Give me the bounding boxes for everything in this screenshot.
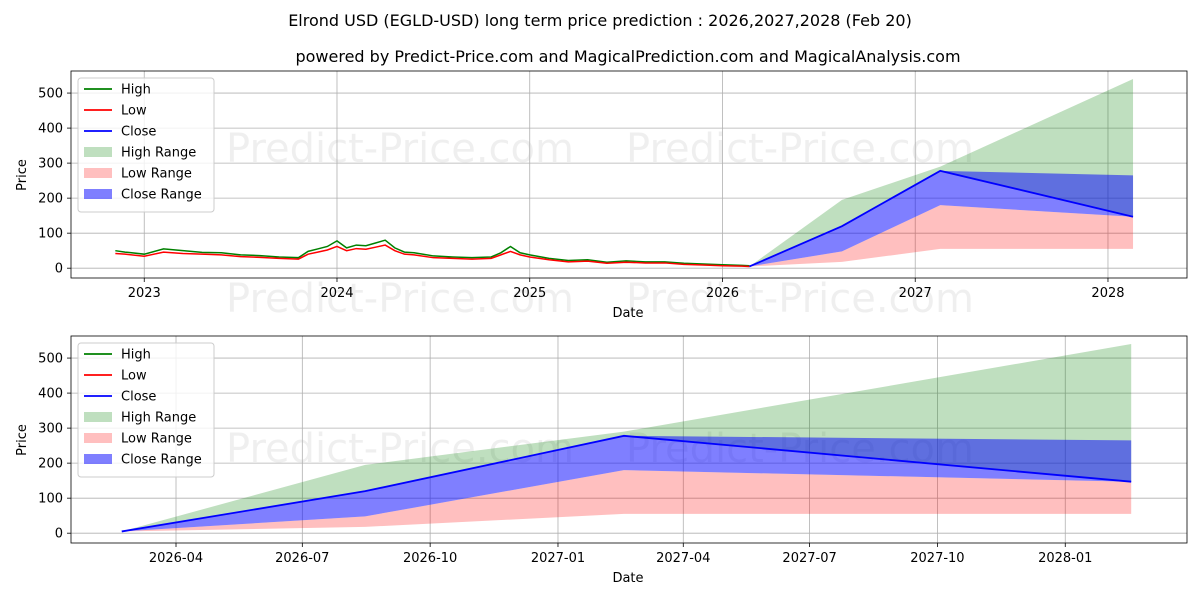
y-tick-label: 100 [38, 227, 63, 242]
x-tick-label: 2026-10 [403, 551, 457, 566]
legend-box [77, 342, 215, 478]
x-tick-label: 2027-07 [782, 551, 836, 566]
y-tick-label: 500 [38, 87, 63, 102]
watermark-text: Predict-Price.com [226, 276, 574, 322]
legend-label: High Range [121, 411, 196, 426]
plot-frame [70, 335, 1188, 544]
price-lines [121, 434, 1132, 533]
y-axis-label: Price [15, 159, 30, 191]
x-tick-label: 2026-04 [149, 551, 203, 566]
x-tick-label: 2025 [513, 286, 546, 301]
y-tick-label: 300 [38, 157, 63, 172]
legend-label: Close Range [121, 188, 202, 203]
x-tick-label: 2027 [899, 286, 932, 301]
y-tick-label: 300 [38, 422, 63, 437]
x-tick-label: 2023 [128, 286, 161, 301]
x-tick-label: 2027-01 [531, 551, 585, 566]
legend-swatch [84, 189, 112, 199]
high-price-line [115, 239, 750, 267]
close-forecast-line [749, 169, 1134, 268]
chart-subtitle: powered by Predict-Price.com and Magical… [295, 47, 960, 66]
low-range-area [749, 205, 1134, 267]
x-tick-label: 2028-01 [1038, 551, 1092, 566]
x-axis-label: Date [612, 306, 643, 321]
x-tick-label: 2024 [320, 286, 353, 301]
chart-title: Elrond USD (EGLD-USD) long term price pr… [288, 11, 912, 30]
low-price-line [115, 244, 750, 268]
x-axis-label: Date [612, 571, 643, 586]
legend-label: Low [121, 104, 147, 119]
legend-label: High [121, 348, 151, 363]
legend-label: Close [121, 125, 156, 140]
y-tick-label: 100 [38, 492, 63, 507]
y-tick-label: 500 [38, 352, 63, 367]
plot-frame [70, 70, 1188, 279]
y-tick-label: 0 [55, 262, 63, 277]
price-lines [115, 169, 1134, 268]
high-range-area [121, 344, 1132, 532]
axis-ticks: 2026-04 2026-07 2026-10 2027-01 2027-04 2027-… [38, 352, 1092, 566]
y-tick-label: 400 [38, 387, 63, 402]
watermark-text: Predict-Price.com [626, 126, 974, 172]
legend-swatch [84, 433, 112, 443]
watermark-text: Predict-Price.com [626, 276, 974, 322]
x-tick-label: 2028 [1091, 286, 1124, 301]
close-forecast-line [121, 434, 1132, 533]
x-tick-label: 2027-04 [656, 551, 710, 566]
grid-layer [71, 336, 1187, 543]
legend-label: Close [121, 390, 156, 405]
legend-label: High [121, 83, 151, 98]
watermark-layer: Predict-Price.com Predict-Price.com Pred… [226, 126, 974, 322]
top-chart-panel: Predict-Price.com Predict-Price.com Pred… [15, 70, 1188, 322]
grid-layer [71, 71, 1187, 278]
legend-label: Low [121, 369, 147, 384]
y-tick-label: 200 [38, 457, 63, 472]
legend-swatch [84, 147, 112, 157]
legend-label: Low Range [121, 167, 192, 182]
bottom-chart-panel: Predict-Price.com Predict-Price.com 2026… [15, 335, 1188, 586]
x-tick-label: 2026-07 [275, 551, 329, 566]
legend-label: High Range [121, 146, 196, 161]
x-tick-label: 2026 [706, 286, 739, 301]
axis-ticks: 2023 2024 2025 2026 2027 2028 0 100 200 300 400 500 [38, 87, 1124, 301]
legend-swatch [84, 412, 112, 422]
legend: High Low Close High Range Low Range Close Ran… [77, 342, 215, 478]
legend-swatch [84, 454, 112, 464]
legend: High Low Close High Range Low Range Close Ran… [77, 77, 215, 213]
low-range-area [121, 470, 1132, 532]
y-tick-label: 0 [55, 527, 63, 542]
y-tick-label: 400 [38, 122, 63, 137]
legend-swatch [84, 168, 112, 178]
x-tick-label: 2027-10 [910, 551, 964, 566]
watermark-text: Predict-Price.com [226, 126, 574, 172]
y-tick-label: 200 [38, 192, 63, 207]
high-range-area [749, 79, 1134, 267]
y-axis-label: Price [15, 424, 30, 456]
legend-box [77, 77, 215, 213]
legend-label: Close Range [121, 453, 202, 468]
legend-label: Low Range [121, 432, 192, 447]
